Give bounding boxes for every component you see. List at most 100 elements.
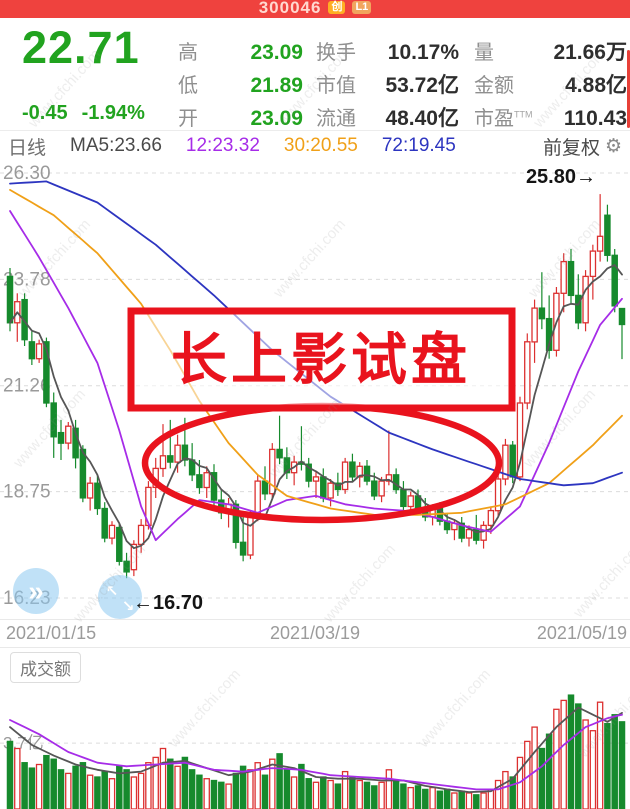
volume-bar [305,778,312,809]
field-value: 53.72亿 [385,74,459,97]
candle-body [531,307,538,343]
volume-bar [28,767,36,809]
candle-body [21,298,28,341]
volume-bar [298,763,305,809]
volume-bar [35,763,43,809]
field-label: 换手 [316,42,356,64]
field-label: 市盈TTM [474,108,533,130]
candle-body [35,343,43,360]
quote-col-2: 换手 10.17% 市值 53.72亿 流通 48.40亿 [316,36,459,130]
candle-body [174,444,181,463]
volume-bar [414,785,422,809]
volume-bar [137,772,145,809]
candlestick-chart[interactable]: 26.3023.7821.2618.7516.23»↖↘←16.7025.80→… [0,161,630,619]
candle-body [43,341,50,404]
candle-body [312,476,320,482]
quote-row: 高 23.09 [178,36,303,64]
volume-bar [422,788,429,809]
candle-body [203,472,210,489]
volume-bar [167,758,174,809]
field-value: 10.17% [387,41,459,64]
candle-body [356,465,363,478]
candle-body [611,254,618,307]
field-label: 金额 [474,75,514,97]
candle-body [108,524,116,539]
arrow-down-right-icon: ↘ [122,598,135,615]
volume-bar [407,786,414,809]
candle-body [283,457,291,474]
expand-button[interactable]: ↖↘ [98,575,142,619]
ma5-readout: MA5:23.66 [70,135,162,156]
candle-body [538,307,546,320]
field-label: 开 [178,108,198,130]
candle-body [167,455,174,463]
candle-body [465,528,473,539]
ma72-readout: 72:19.45 [381,135,456,156]
volume-bar [378,781,385,809]
volume-bar [451,792,458,809]
candle-body [582,275,589,324]
volume-bar [611,714,618,809]
candle-body [116,526,123,562]
callout-text: 长上影试盘 [171,328,471,391]
candle-body [86,482,94,499]
volume-bar [320,776,327,809]
candle-body [516,402,524,478]
volume-bar [575,703,582,809]
volume-bar [232,772,240,809]
field-value: 21.66万 [553,41,627,64]
gear-icon[interactable]: ⚙ [604,135,622,157]
candle-body [473,528,480,541]
y-tick-label: 23.78 [3,269,51,290]
candle-body [327,482,334,499]
volume-bar [72,765,79,809]
candle-body [604,214,611,256]
candle-body [6,275,14,324]
x-tick-right: 2021/05/19 [536,623,627,643]
period-selector[interactable]: 日线 [8,137,47,159]
candle-body [320,476,327,499]
field-label: 市值 [316,75,356,97]
candle-body [378,480,385,497]
quote-panel: 22.71 -0.45 -1.94% 高 23.09 低 21.89 开 23.… [0,18,630,131]
candle-body [618,307,626,326]
candle-body [341,461,349,491]
candle-body [596,235,604,252]
field-label: 高 [178,42,198,64]
volume-indicator-selector[interactable]: 成交额 [10,652,81,683]
fast-forward-button[interactable]: » [13,568,59,614]
volume-bar [509,776,516,809]
volume-bar [596,701,604,809]
y-tick-label: 18.75 [3,482,51,503]
price-change-row: -0.45 -1.94% [22,102,145,125]
volume-bar [443,788,451,809]
quote-col-3: 量 21.66万 金额 4.88亿 市盈TTM 110.43 [474,36,627,130]
volume-chart[interactable]: 3.7亿 [0,682,630,809]
volume-bar [560,699,567,809]
board-badge: 创 [328,1,346,14]
candle-body [524,341,531,404]
ma5-line [9,264,623,550]
candle-body [305,463,312,482]
field-value: 48.40亿 [385,107,459,130]
arrow-up-left-icon: ↖ [106,583,119,600]
candle-body [349,461,356,478]
price-change: -0.45 [22,102,68,124]
volume-bar [341,770,349,809]
volume-bar [429,786,436,809]
highlight-ellipse [141,402,503,524]
volume-bar [210,779,218,809]
volume-bar [174,765,181,809]
ma30-readout: 30:20.55 [283,135,358,156]
candle-body [363,465,371,482]
peak-price-label: 25.80→ [526,166,596,188]
volume-bar [290,776,298,809]
candle-body [181,444,189,461]
volume-bar [553,708,560,809]
volume-bar [108,778,116,809]
field-value: 110.43 [563,107,627,130]
volume-bar [392,779,400,809]
adjust-mode-toggle[interactable]: 前复权 [542,137,600,159]
volume-bar [494,779,502,809]
candle-body [130,543,138,571]
